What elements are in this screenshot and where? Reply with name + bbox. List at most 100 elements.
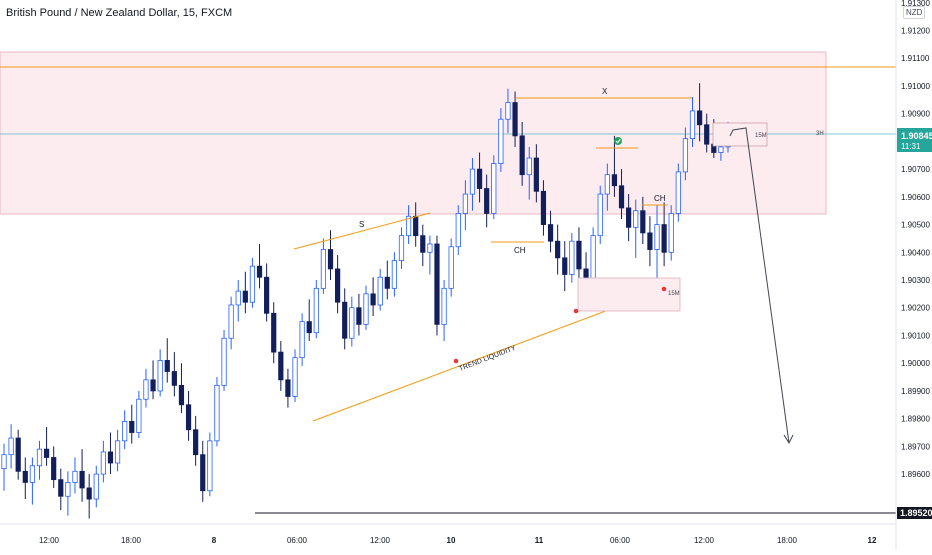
candle-down[interactable] — [384, 276, 390, 289]
candle-down[interactable] — [86, 487, 92, 500]
candle-up[interactable] — [505, 102, 511, 120]
candle-down[interactable] — [193, 429, 199, 456]
candle-up[interactable] — [491, 163, 497, 214]
candle-up[interactable] — [654, 224, 660, 250]
candle-up[interactable] — [36, 448, 43, 467]
candle-up[interactable] — [136, 398, 142, 433]
candle-up[interactable] — [668, 213, 674, 253]
candle-down[interactable] — [533, 157, 539, 192]
candle-up[interactable] — [597, 193, 603, 237]
candle-up[interactable] — [455, 213, 461, 248]
candle-up[interactable] — [689, 110, 696, 140]
candle-up[interactable] — [100, 451, 106, 475]
candle-down[interactable] — [256, 265, 263, 278]
candle-down[interactable] — [420, 235, 426, 253]
candle-up[interactable] — [349, 307, 355, 339]
candle-down[interactable] — [306, 321, 312, 334]
candle-down[interactable] — [611, 174, 618, 187]
candle-up[interactable] — [363, 293, 369, 325]
candle-up[interactable] — [292, 357, 298, 397]
candle-up[interactable] — [718, 146, 724, 153]
candle-down[interactable] — [150, 379, 156, 392]
candle-up[interactable] — [214, 384, 220, 442]
candle-down[interactable] — [107, 451, 114, 464]
candle-down[interactable] — [342, 301, 348, 339]
candle-down[interactable] — [640, 210, 646, 234]
currency-badge[interactable]: NZD — [903, 6, 926, 19]
candle-up[interactable] — [1, 454, 7, 469]
candle-down[interactable] — [129, 421, 135, 433]
candle-down[interactable] — [618, 185, 625, 209]
candle-down[interactable] — [661, 224, 667, 253]
candle-down[interactable] — [185, 404, 192, 431]
candle-down[interactable] — [15, 437, 21, 472]
candle-down[interactable] — [434, 243, 440, 325]
candle-down[interactable] — [285, 379, 291, 397]
candle-down[interactable] — [576, 240, 582, 270]
candle-up[interactable] — [320, 249, 327, 289]
candle-down[interactable] — [264, 276, 270, 314]
candle-up[interactable] — [682, 138, 689, 173]
candle-down[interactable] — [164, 360, 170, 372]
candle-down[interactable] — [547, 224, 554, 242]
candle-down[interactable] — [484, 188, 490, 214]
candle-up[interactable] — [114, 440, 121, 464]
candle-up[interactable] — [249, 265, 256, 303]
candle-up[interactable] — [8, 437, 14, 456]
candle-up[interactable] — [604, 174, 610, 195]
time-axis[interactable]: 12:00 18:00 8 06:00 12:00 10 11 06:00 12:00 18:00… — [39, 536, 877, 545]
candle-up[interactable] — [633, 210, 639, 228]
candle-down[interactable] — [647, 232, 653, 250]
candle-up[interactable] — [441, 287, 447, 325]
candle-down[interactable] — [43, 448, 50, 458]
candle-up[interactable] — [448, 246, 454, 289]
candle-down[interactable] — [200, 454, 206, 492]
candle-down[interactable] — [413, 215, 419, 237]
candle-up[interactable] — [221, 337, 227, 386]
candle-up[interactable] — [675, 171, 681, 214]
candle-up[interactable] — [228, 304, 234, 339]
candle-up[interactable] — [427, 243, 433, 253]
candle-down[interactable] — [626, 207, 632, 228]
candle-up[interactable] — [143, 379, 149, 400]
candle-up[interactable] — [29, 465, 35, 483]
candle-down[interactable] — [171, 371, 177, 386]
candle-down[interactable] — [540, 190, 547, 225]
candle-down[interactable] — [271, 312, 277, 353]
candle-up[interactable] — [569, 240, 575, 275]
candle-up[interactable] — [469, 168, 476, 195]
candle-down[interactable] — [555, 240, 561, 259]
candle-down[interactable] — [242, 290, 248, 303]
candle-down[interactable] — [370, 293, 376, 306]
candle-down[interactable] — [327, 249, 334, 270]
candle-up[interactable] — [391, 260, 397, 289]
candle-up[interactable] — [377, 276, 383, 306]
candle-up[interactable] — [462, 193, 468, 214]
candle-down[interactable] — [51, 457, 57, 481]
candle-up[interactable] — [207, 440, 213, 492]
candle-up[interactable] — [405, 215, 412, 237]
candle-up[interactable] — [235, 290, 241, 306]
candle-up[interactable] — [93, 473, 99, 500]
candle-down[interactable] — [356, 307, 362, 325]
candle-down[interactable] — [476, 168, 483, 189]
candle-up[interactable] — [157, 360, 163, 392]
candle-down[interactable] — [178, 384, 185, 406]
candle-up[interactable] — [313, 287, 319, 334]
candle-down[interactable] — [562, 257, 568, 275]
candle-down[interactable] — [697, 110, 703, 126]
candle-down[interactable] — [704, 124, 710, 145]
candle-down[interactable] — [512, 102, 518, 137]
candle-down[interactable] — [519, 135, 525, 176]
candle-down[interactable] — [335, 268, 341, 303]
candle-down[interactable] — [79, 470, 85, 489]
candle-up[interactable] — [122, 421, 128, 442]
price-axis[interactable]: 1.91300 1.91200 1.91100 1.91000 1.90900 1.908… — [901, 0, 930, 479]
candle-up[interactable] — [498, 118, 504, 164]
candle-up[interactable] — [72, 470, 78, 483]
candle-down[interactable] — [278, 351, 284, 381]
candle-up[interactable] — [299, 321, 305, 359]
candle-up[interactable] — [65, 482, 71, 497]
candle-up[interactable] — [398, 235, 405, 262]
